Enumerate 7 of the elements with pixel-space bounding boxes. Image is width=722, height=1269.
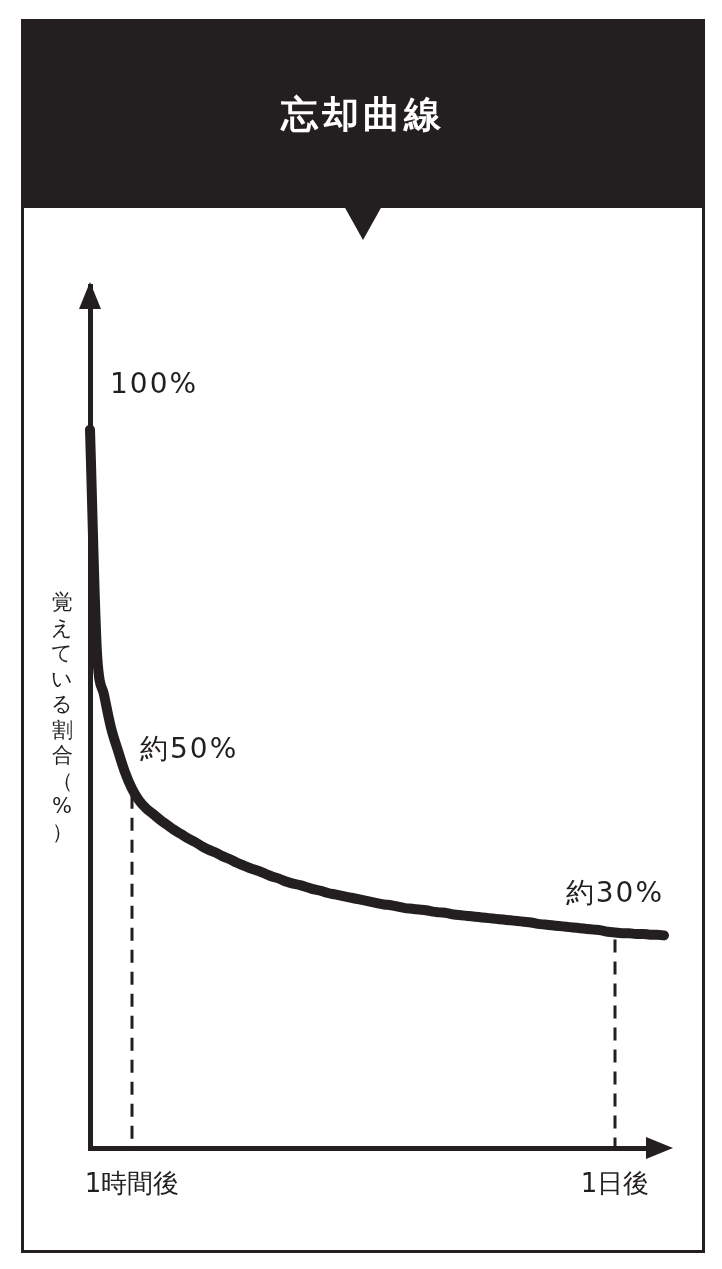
text: 100%	[110, 367, 199, 401]
chart-title: 忘却曲線	[279, 93, 446, 137]
x-tick-label: 1日後	[580, 1168, 650, 1199]
annotation: 約50%	[140, 732, 239, 766]
text: 覚えている割合（%）	[51, 590, 73, 844]
x-tick-label: 1時間後	[84, 1168, 180, 1199]
annotation: 約30%	[565, 875, 664, 909]
